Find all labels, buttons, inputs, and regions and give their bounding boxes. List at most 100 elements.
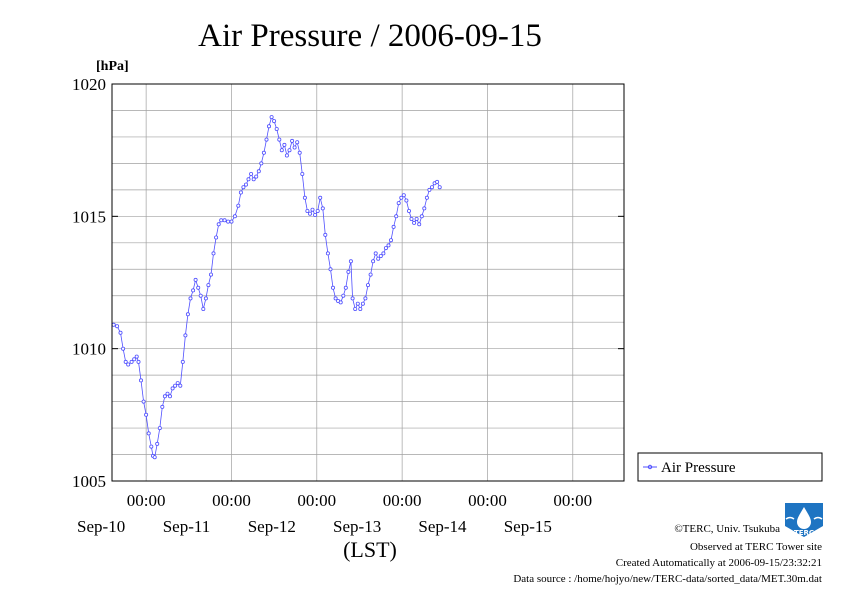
data-point [412,220,417,225]
footer-created: Created Automatically at 2006-09-15/23:3… [616,557,822,569]
y-tick-label: 1005 [72,472,106,491]
data-point [287,148,292,153]
data-point [201,306,206,311]
data-point [358,306,363,311]
data-point [193,277,198,282]
data-point [206,283,211,288]
data-point [368,272,373,277]
legend: Air Pressure [637,452,823,482]
data-point [383,246,388,251]
data-point [346,269,351,274]
data-point [394,214,399,219]
data-point [198,293,203,298]
y-tick-label: 1015 [72,207,106,226]
data-point [141,399,146,404]
data-point [219,218,224,223]
data-point [401,193,406,198]
data-point [229,219,234,224]
chart-title: Air Pressure / 2006-09-15 [198,18,542,54]
data-point [132,357,137,362]
data-point [341,293,346,298]
data-point [404,198,409,203]
legend-box [637,452,823,482]
data-point [160,404,165,409]
data-point [183,333,188,338]
data-point [146,431,151,436]
data-point [360,301,365,306]
data-point [259,161,264,166]
data-point [180,359,185,364]
data-point [297,150,302,155]
data-point [284,153,289,158]
data-point [118,330,123,335]
data-point [266,124,271,129]
data-point [157,426,162,431]
data-point [320,206,325,211]
data-point [126,362,131,367]
data-point [282,142,287,147]
data-point [264,137,269,142]
x-tick-time: 00:00 [553,491,592,510]
x-tick-date: Sep-11 [163,517,211,536]
data-point [330,285,335,290]
data-point [155,441,160,446]
data-point [292,145,297,150]
data-point [435,179,440,184]
x-tick-date: Sep-15 [504,517,552,536]
data-point [191,288,196,293]
data-point [378,253,383,258]
data-point [333,296,338,301]
data-point [121,346,126,351]
data-point [381,251,386,256]
data-point [363,296,368,301]
data-point [249,171,254,176]
data-point [391,224,396,229]
x-tick-date: Sep-13 [333,517,381,536]
data-point [315,208,320,213]
data-point [214,235,219,240]
data-point [136,359,141,364]
data-point [290,138,295,143]
data-point [272,119,277,124]
data-point [236,203,241,208]
y-tick-labels: 1005 1010 1015 1020 [72,75,624,491]
legend-label: Air Pressure [661,460,736,476]
y-axis-unit: [hPa] [96,59,129,74]
x-tick-time: 00:00 [468,491,507,510]
data-point [115,324,120,329]
data-point [386,243,391,248]
x-tick-time: 00:00 [297,491,336,510]
data-point [165,391,170,396]
data-point [251,177,256,182]
data-point [167,394,172,399]
data-point [175,381,180,386]
data-point [254,174,259,179]
data-point [241,185,246,190]
footer-source: Data source : /home/hojyo/new/TERC-data/… [513,573,822,585]
data-point [196,285,201,290]
data-point [437,185,442,190]
data-point [409,216,414,221]
data-point [371,259,376,264]
grid-lines [112,84,624,481]
data-point [353,306,358,311]
plot-frame [111,83,625,482]
data-point [323,232,328,237]
data-point [365,283,370,288]
data-point [111,322,116,327]
data-point [129,359,134,364]
water-drop-icon [797,507,811,529]
data-point [295,140,300,145]
data-point [419,214,424,219]
legend-swatch-marker [647,464,653,470]
footer-observed: Observed at TERC Tower site [690,541,822,553]
x-axis-label: (LST) [343,537,397,562]
data-point [216,222,221,227]
x-tick-date: Sep-14 [418,517,467,536]
data-point [429,185,434,190]
data-point [144,412,149,417]
data-point [318,195,323,200]
data-point [414,216,419,221]
data-point [232,214,237,219]
data-point [274,127,279,132]
